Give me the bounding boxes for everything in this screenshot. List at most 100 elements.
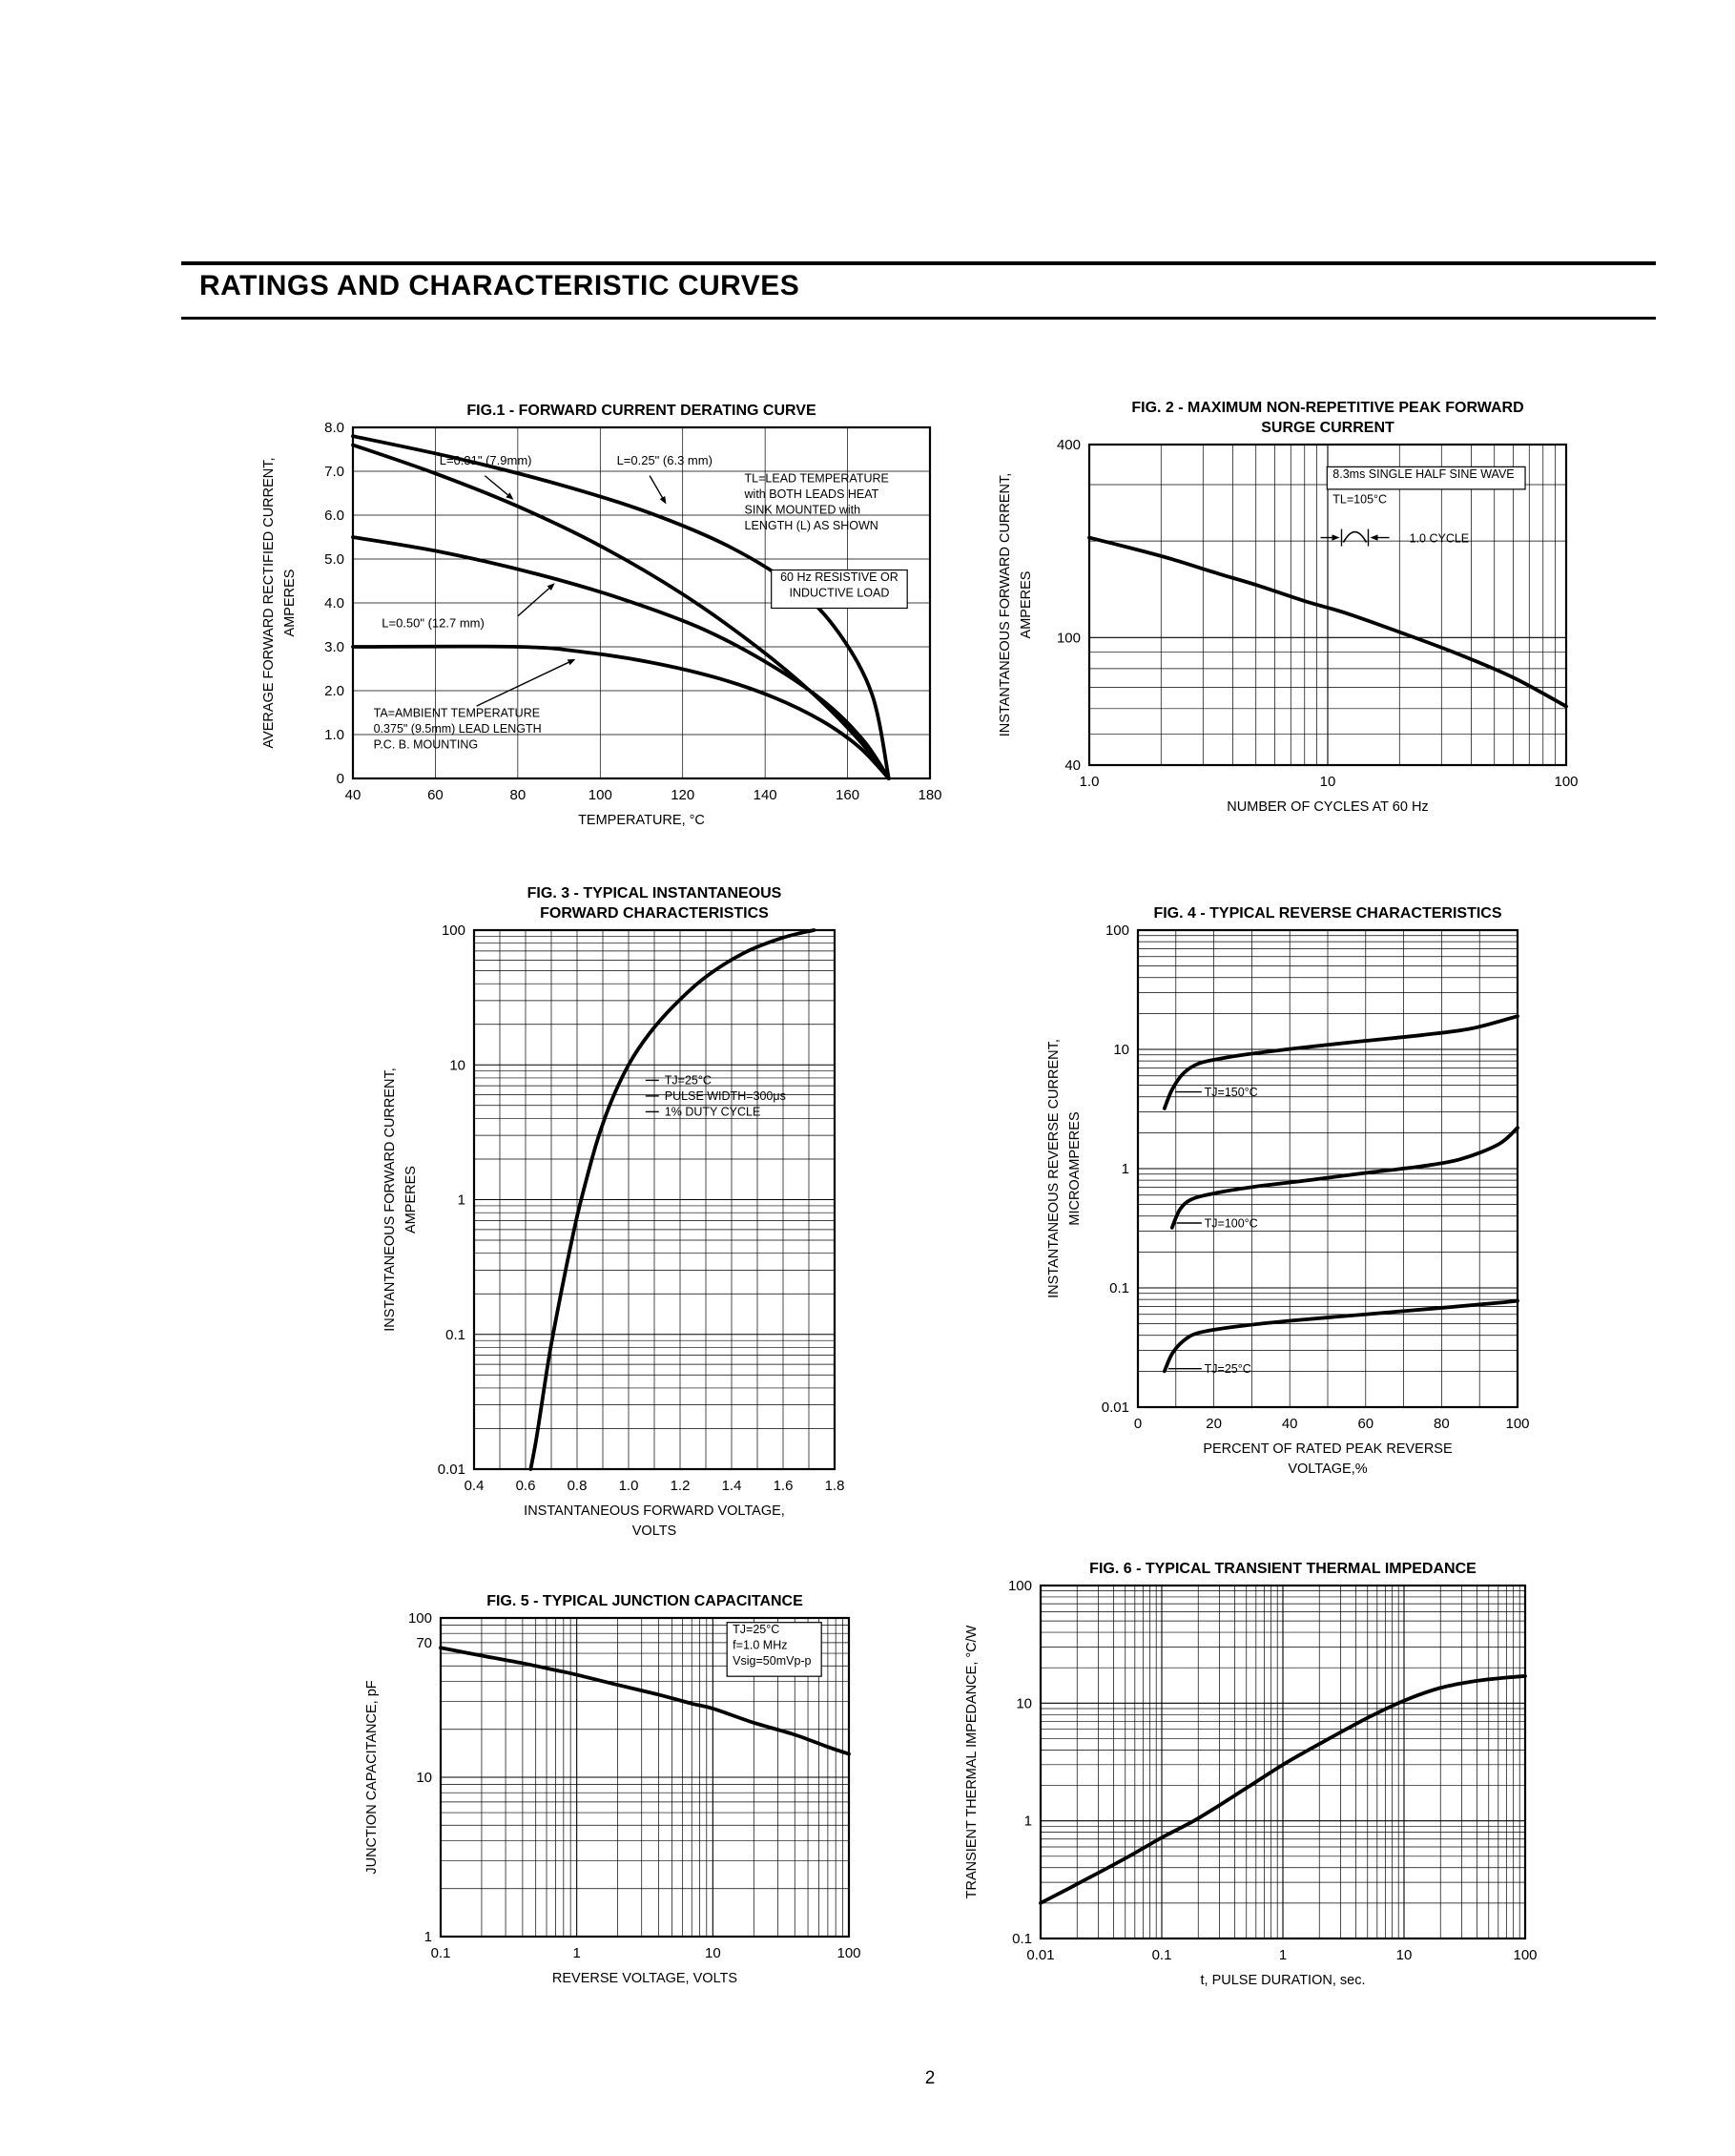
svg-text:0.1: 0.1: [445, 1327, 465, 1343]
svg-text:INSTANTANEOUS REVERSE CURRENT,: INSTANTANEOUS REVERSE CURRENT,: [1046, 1039, 1062, 1298]
svg-text:JUNCTION CAPACITANCE, pF: JUNCTION CAPACITANCE, pF: [364, 1680, 380, 1874]
svg-text:VOLTAGE,%: VOLTAGE,%: [1288, 1462, 1367, 1477]
page-number: 2: [924, 2068, 936, 2088]
svg-text:1% DUTY CYCLE: 1% DUTY CYCLE: [665, 1105, 761, 1118]
svg-text:0.1: 0.1: [1152, 1947, 1172, 1963]
svg-text:0: 0: [337, 771, 344, 787]
svg-text:TRANSIENT THERMAL IMPEDANCE, °: TRANSIENT THERMAL IMPEDANCE, °C/W: [964, 1625, 980, 1898]
svg-text:TJ=25°C: TJ=25°C: [1205, 1362, 1251, 1376]
svg-text:AMPERES: AMPERES: [1019, 571, 1034, 639]
svg-text:P.C. B. MOUNTING: P.C. B. MOUNTING: [374, 738, 479, 752]
svg-text:SURGE CURRENT: SURGE CURRENT: [1261, 420, 1394, 436]
svg-text:TEMPERATURE, °C: TEMPERATURE, °C: [578, 813, 705, 828]
svg-text:Vsig=50mVp-p: Vsig=50mVp-p: [733, 1654, 811, 1668]
svg-text:1.6: 1.6: [774, 1478, 794, 1494]
svg-text:0.1: 0.1: [431, 1945, 451, 1961]
svg-text:1: 1: [572, 1945, 580, 1961]
svg-text:100: 100: [1554, 774, 1578, 790]
svg-text:L=0.25" (6.3 mm): L=0.25" (6.3 mm): [617, 453, 713, 467]
svg-text:120: 120: [671, 787, 694, 803]
svg-text:PULSE WIDTH=300μs: PULSE WIDTH=300μs: [665, 1089, 786, 1103]
svg-text:FIG. 4 - TYPICAL REVERSE CHARA: FIG. 4 - TYPICAL REVERSE CHARACTERISTICS: [1153, 905, 1501, 922]
svg-text:60 Hz RESISTIVE OR: 60 Hz RESISTIVE OR: [780, 570, 898, 584]
svg-text:1.0: 1.0: [619, 1478, 639, 1494]
svg-text:LENGTH (L) AS SHOWN: LENGTH (L) AS SHOWN: [745, 519, 878, 532]
svg-text:80: 80: [510, 787, 527, 803]
svg-text:0.01: 0.01: [438, 1462, 465, 1478]
svg-text:10: 10: [705, 1945, 721, 1961]
svg-text:100: 100: [442, 923, 465, 939]
svg-text:TL=LEAD TEMPERATURE: TL=LEAD TEMPERATURE: [745, 472, 889, 486]
page-title: RATINGS AND CHARACTERISTIC CURVES: [199, 270, 800, 301]
svg-text:0.1: 0.1: [1109, 1280, 1129, 1296]
fig3-plot: 0.4 0.6 0.8 1.0 1.2 1.4 1.6 1.8 0.01 0.1 1 10 100 FIG…: [382, 885, 845, 1539]
svg-text:1.8: 1.8: [825, 1478, 845, 1494]
svg-text:100: 100: [837, 1945, 860, 1961]
svg-text:FORWARD CHARACTERISTICS: FORWARD CHARACTERISTICS: [540, 905, 769, 922]
svg-text:TJ=100°C: TJ=100°C: [1205, 1216, 1258, 1230]
svg-text:1: 1: [1122, 1161, 1129, 1177]
svg-text:1.4: 1.4: [722, 1478, 742, 1494]
svg-text:0.375" (9.5mm) LEAD LENGTH: 0.375" (9.5mm) LEAD LENGTH: [374, 722, 542, 736]
fig5-typical-junction-capacitance-chart: 0.1 1 10 100 1 10 70 100 FIG. 5 - TYPICAL JUNCTI…: [330, 1574, 883, 2032]
svg-text:FIG. 6 - TYPICAL TRANSIENT THE: FIG. 6 - TYPICAL TRANSIENT THERMAL IMPED…: [1089, 1561, 1477, 1577]
svg-text:60: 60: [1357, 1416, 1374, 1432]
svg-text:FIG. 5 - TYPICAL JUNCTION CAPA: FIG. 5 - TYPICAL JUNCTION CAPACITANCE: [486, 1593, 803, 1609]
svg-text:4.0: 4.0: [324, 595, 344, 612]
svg-text:1.0: 1.0: [1080, 774, 1100, 790]
svg-text:3.0: 3.0: [324, 639, 344, 655]
svg-text:180: 180: [918, 787, 941, 803]
svg-text:INSTANTANEOUS FORWARD CURRENT,: INSTANTANEOUS FORWARD CURRENT,: [998, 473, 1013, 737]
svg-text:10: 10: [1113, 1042, 1129, 1058]
svg-text:10: 10: [449, 1057, 465, 1073]
svg-text:10: 10: [1320, 774, 1336, 790]
svg-text:FIG. 3 - TYPICAL INSTANTANEOUS: FIG. 3 - TYPICAL INSTANTANEOUS: [527, 885, 782, 902]
svg-text:80: 80: [1434, 1416, 1450, 1432]
svg-text:20: 20: [1206, 1416, 1222, 1432]
svg-text:AMPERES: AMPERES: [403, 1166, 419, 1233]
svg-text:100: 100: [589, 787, 612, 803]
svg-text:with BOTH LEADS HEAT: with BOTH LEADS HEAT: [744, 487, 879, 501]
svg-text:100: 100: [1505, 1416, 1529, 1432]
svg-text:1.0: 1.0: [324, 727, 344, 743]
svg-text:1: 1: [458, 1192, 465, 1209]
svg-text:100: 100: [1105, 923, 1129, 939]
svg-text:100: 100: [1008, 1578, 1032, 1594]
svg-text:7.0: 7.0: [324, 464, 344, 480]
svg-text:0: 0: [1134, 1416, 1142, 1432]
svg-text:TJ=25°C: TJ=25°C: [733, 1623, 779, 1636]
svg-text:10: 10: [416, 1770, 432, 1786]
svg-text:TA=AMBIENT TEMPERATURE: TA=AMBIENT TEMPERATURE: [374, 707, 540, 720]
svg-text:MICROAMPERES: MICROAMPERES: [1067, 1111, 1083, 1225]
svg-text:140: 140: [754, 787, 777, 803]
svg-text:400: 400: [1057, 437, 1081, 453]
svg-text:100: 100: [1057, 630, 1081, 646]
fig4-typical-reverse-characteristics-chart: 0 20 40 60 80 100 0.01 0.1 1 10 100 FIG. 4 - TYPICA…: [1023, 874, 1621, 1494]
svg-text:1.0 CYCLE: 1.0 CYCLE: [1410, 532, 1470, 546]
svg-text:L=0.31" (7.9mm): L=0.31" (7.9mm): [440, 453, 532, 467]
svg-text:40: 40: [345, 787, 361, 803]
svg-text:FIG. 2 - MAXIMUM NON-REPETITIV: FIG. 2 - MAXIMUM NON-REPETITIVE PEAK FOR…: [1131, 400, 1523, 416]
svg-text:100: 100: [408, 1610, 432, 1627]
svg-text:REVERSE VOLTAGE, VOLTS: REVERSE VOLTAGE, VOLTS: [552, 1971, 737, 1986]
svg-text:160: 160: [836, 787, 859, 803]
svg-text:40: 40: [1282, 1416, 1298, 1432]
header-rule-bottom: [181, 317, 1656, 320]
svg-text:10: 10: [1396, 1947, 1413, 1963]
svg-text:70: 70: [416, 1635, 432, 1651]
svg-text:100: 100: [1513, 1947, 1537, 1963]
svg-text:PERCENT OF RATED PEAK REVERSE: PERCENT OF RATED PEAK REVERSE: [1203, 1441, 1453, 1457]
svg-text:2.0: 2.0: [324, 683, 344, 699]
svg-text:f=1.0 MHz: f=1.0 MHz: [733, 1639, 787, 1652]
fig3-instantaneous-forward-characteristics-chart: 0.4 0.6 0.8 1.0 1.2 1.4 1.6 1.8 0.01 0.1 1 10 100 FIG…: [365, 874, 919, 1561]
svg-text:8.3ms SINGLE HALF SINE WAVE: 8.3ms SINGLE HALF SINE WAVE: [1332, 467, 1514, 481]
svg-text:1.2: 1.2: [671, 1478, 691, 1494]
svg-text:0.1: 0.1: [1012, 1931, 1032, 1947]
svg-text:TJ=25°C: TJ=25°C: [665, 1073, 712, 1087]
svg-text:0.8: 0.8: [568, 1478, 588, 1494]
fig4-plot: 0 20 40 60 80 100 0.01 0.1 1 10 100 FIG. 4 - TYPICA…: [1046, 905, 1530, 1477]
svg-text:6.0: 6.0: [324, 508, 344, 524]
